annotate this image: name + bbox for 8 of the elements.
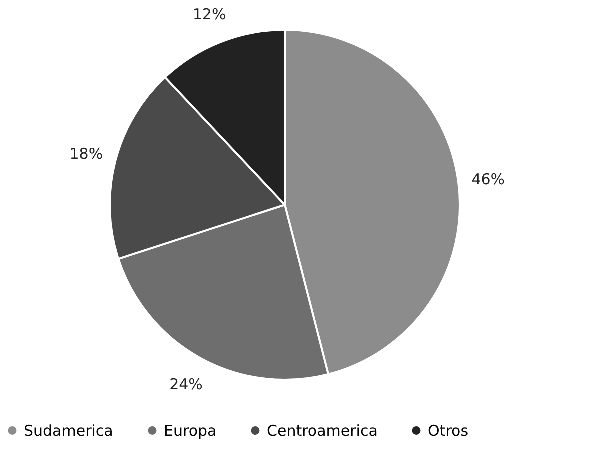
legend-label: Sudamerica — [24, 422, 114, 440]
data-label: 12% — [192, 5, 226, 24]
data-label: 24% — [170, 376, 203, 394]
data-label: 18% — [70, 145, 104, 164]
legend-label: Otros — [428, 422, 469, 440]
legend-label: Centroamerica — [267, 422, 378, 440]
data-label: 46% — [472, 170, 506, 188]
legend-label: Europa — [164, 422, 217, 440]
